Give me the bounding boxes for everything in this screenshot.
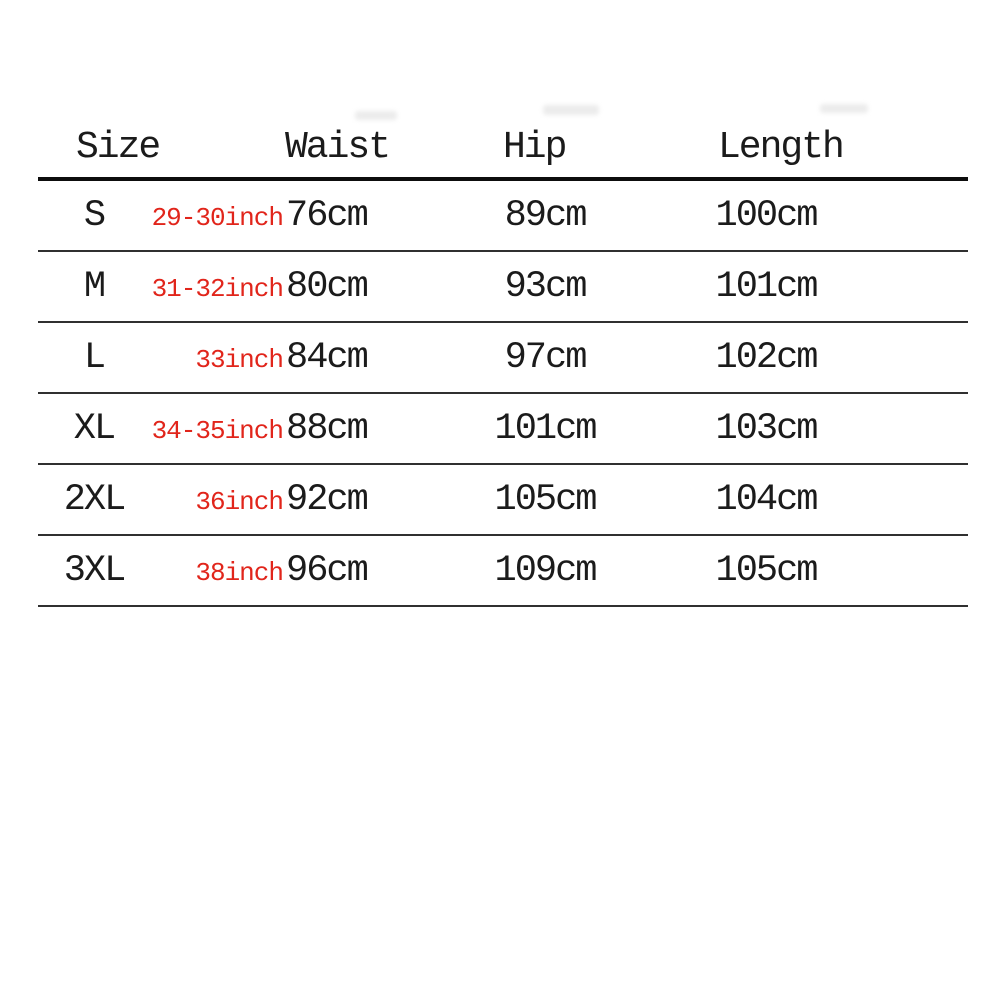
table-row-m: M 31-32inch 80cm 93cm 101cm [38, 252, 968, 323]
watermark-smudge [355, 111, 397, 120]
waist-value: 36inch 92cm [150, 479, 430, 521]
hip-value: 97cm [504, 336, 588, 379]
table-row-3xl: 3XL 38inch 96cm 109cm 105cm [38, 536, 968, 607]
column-header-size: Size [76, 126, 161, 169]
waist-inch-value: 34-35inch [151, 415, 284, 446]
waist-cm-value: 76cm [286, 194, 369, 237]
table-row-2xl: 2XL 36inch 92cm 105cm 104cm [38, 465, 968, 536]
table-row-l: L 33inch 84cm 97cm 102cm [38, 323, 968, 394]
length-value: 102cm [715, 336, 818, 379]
size-value: 2XL [63, 478, 127, 521]
waist-cm-value: 84cm [286, 336, 369, 379]
waist-cm-value: 80cm [286, 265, 369, 308]
column-header-hip: Hip [503, 126, 567, 169]
size-value: L [83, 336, 106, 379]
size-value: XL [73, 407, 116, 450]
waist-inch-value: 29-30inch [151, 202, 284, 233]
hip-value: 105cm [494, 478, 597, 521]
size-value: 3XL [63, 549, 127, 592]
waist-value: 31-32inch 80cm [150, 266, 430, 308]
waist-value: 38inch 96cm [150, 550, 430, 592]
waist-inch-value: 36inch [195, 486, 284, 517]
hip-value: 101cm [494, 407, 597, 450]
waist-value: 33inch 84cm [150, 337, 430, 379]
waist-inch-value: 38inch [195, 557, 284, 588]
waist-value: 34-35inch 88cm [150, 408, 430, 450]
watermark-smudge [543, 105, 599, 115]
size-chart-table: Size Waist Hip Length S 29-30inch 76cm 8… [38, 0, 968, 607]
size-value: M [83, 265, 106, 308]
hip-value: 89cm [504, 194, 588, 237]
waist-inch-value: 31-32inch [151, 273, 284, 304]
waist-cm-value: 88cm [286, 407, 369, 450]
waist-inch-value: 33inch [195, 344, 284, 375]
size-value: S [83, 194, 106, 237]
column-header-length: Length [718, 126, 845, 169]
length-value: 101cm [715, 265, 818, 308]
length-value: 100cm [715, 194, 818, 237]
table-row-xl: XL 34-35inch 88cm 101cm 103cm [38, 394, 968, 465]
column-header-waist: Waist [285, 126, 391, 169]
length-value: 105cm [715, 549, 818, 592]
table-header-row: Size Waist Hip Length [38, 0, 968, 181]
length-value: 103cm [715, 407, 818, 450]
table-row-s: S 29-30inch 76cm 89cm 100cm [38, 181, 968, 252]
waist-value: 29-30inch 76cm [150, 195, 430, 237]
waist-cm-value: 92cm [286, 478, 369, 521]
length-value: 104cm [715, 478, 818, 521]
watermark-smudge [820, 104, 868, 113]
hip-value: 109cm [494, 549, 597, 592]
waist-cm-value: 96cm [286, 549, 369, 592]
hip-value: 93cm [504, 265, 588, 308]
